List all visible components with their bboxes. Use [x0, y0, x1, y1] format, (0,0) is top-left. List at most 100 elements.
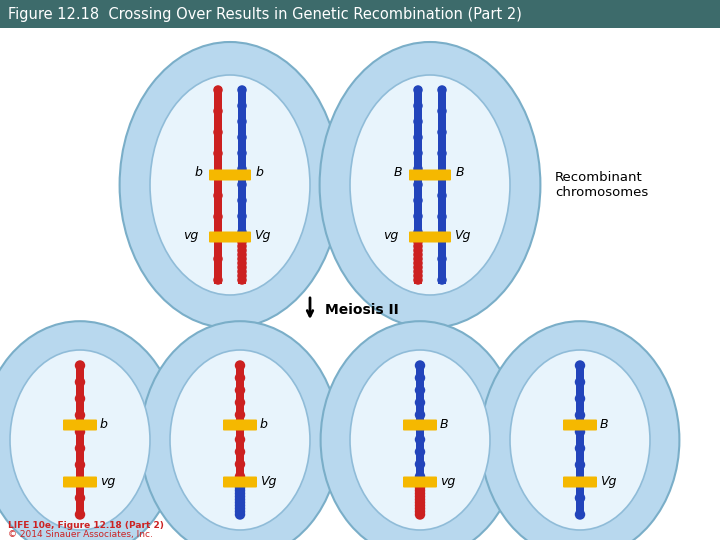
Circle shape [238, 250, 247, 259]
Circle shape [437, 170, 446, 179]
Circle shape [415, 507, 426, 517]
Circle shape [213, 254, 222, 264]
Circle shape [575, 360, 585, 371]
Circle shape [238, 195, 247, 205]
Ellipse shape [350, 350, 490, 530]
Circle shape [413, 133, 423, 142]
Circle shape [413, 237, 423, 247]
Ellipse shape [510, 350, 650, 530]
Circle shape [75, 377, 85, 387]
Ellipse shape [120, 42, 341, 328]
Circle shape [413, 180, 423, 190]
Circle shape [415, 360, 426, 371]
Bar [215, 86, 222, 284]
Circle shape [235, 497, 246, 508]
Circle shape [238, 227, 247, 237]
Circle shape [415, 447, 426, 457]
Circle shape [235, 422, 246, 433]
Circle shape [235, 385, 246, 395]
Circle shape [415, 488, 426, 499]
FancyBboxPatch shape [63, 420, 97, 430]
Circle shape [415, 410, 426, 420]
Circle shape [238, 254, 247, 264]
FancyBboxPatch shape [223, 420, 257, 430]
Text: B: B [393, 166, 402, 179]
Circle shape [238, 241, 247, 251]
Circle shape [235, 471, 246, 482]
Bar [236, 484, 244, 518]
Bar [238, 86, 246, 235]
Circle shape [213, 85, 222, 94]
Circle shape [235, 360, 246, 371]
Circle shape [75, 410, 85, 421]
Ellipse shape [140, 321, 339, 540]
Text: B: B [440, 418, 449, 431]
Circle shape [413, 271, 423, 280]
Circle shape [238, 133, 247, 142]
Circle shape [415, 485, 426, 496]
Circle shape [415, 494, 426, 505]
Circle shape [235, 488, 246, 499]
Bar [414, 86, 422, 235]
Circle shape [75, 492, 85, 503]
Bar [416, 484, 424, 518]
Bar [414, 239, 422, 284]
FancyBboxPatch shape [403, 420, 437, 430]
Circle shape [415, 503, 426, 514]
Circle shape [238, 180, 247, 190]
FancyBboxPatch shape [563, 420, 597, 430]
Circle shape [235, 397, 246, 408]
Circle shape [415, 459, 426, 469]
Ellipse shape [320, 321, 519, 540]
FancyBboxPatch shape [209, 170, 251, 180]
Circle shape [213, 191, 222, 200]
Circle shape [235, 503, 246, 514]
Circle shape [575, 476, 585, 487]
Circle shape [437, 275, 446, 285]
FancyBboxPatch shape [409, 170, 451, 180]
Circle shape [415, 434, 426, 445]
Circle shape [413, 195, 423, 205]
FancyBboxPatch shape [223, 476, 257, 488]
Text: vg: vg [100, 476, 115, 489]
Circle shape [413, 262, 423, 272]
FancyBboxPatch shape [209, 232, 251, 242]
Circle shape [413, 212, 423, 221]
Circle shape [575, 443, 585, 454]
Circle shape [235, 434, 246, 445]
Text: Meiosis II: Meiosis II [325, 303, 399, 317]
Circle shape [235, 459, 246, 469]
Circle shape [415, 373, 426, 383]
Circle shape [415, 491, 426, 502]
Circle shape [238, 275, 247, 285]
Circle shape [413, 241, 423, 251]
Bar [236, 362, 244, 481]
Bar [76, 362, 84, 518]
Circle shape [238, 262, 247, 272]
Circle shape [413, 164, 423, 174]
Circle shape [238, 101, 247, 111]
Text: LIFE 10e, Figure 12.18 (Part 2): LIFE 10e, Figure 12.18 (Part 2) [8, 521, 164, 530]
Circle shape [213, 170, 222, 179]
Circle shape [235, 485, 246, 496]
Ellipse shape [350, 75, 510, 295]
Circle shape [437, 233, 446, 242]
Circle shape [437, 254, 446, 264]
Text: Vg: Vg [260, 476, 276, 489]
FancyBboxPatch shape [563, 476, 597, 488]
Circle shape [238, 237, 247, 247]
Ellipse shape [320, 42, 541, 328]
Circle shape [575, 377, 585, 387]
Text: b: b [260, 418, 268, 431]
Text: vg: vg [440, 476, 455, 489]
Text: b: b [100, 418, 108, 431]
Circle shape [75, 360, 85, 371]
Circle shape [415, 509, 426, 519]
Circle shape [235, 507, 246, 517]
Circle shape [75, 443, 85, 454]
Circle shape [238, 164, 247, 174]
Text: vg: vg [183, 228, 198, 241]
Text: B: B [600, 418, 608, 431]
Circle shape [213, 106, 222, 116]
Circle shape [413, 85, 423, 94]
